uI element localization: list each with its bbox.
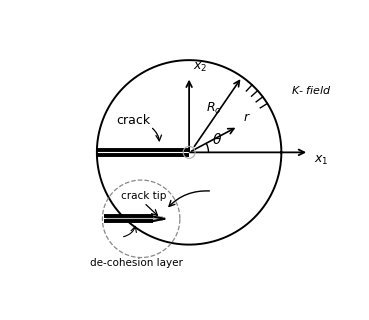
Text: $x_2$: $x_2$ bbox=[193, 61, 207, 74]
Text: crack: crack bbox=[117, 114, 151, 127]
Text: $R_o$: $R_o$ bbox=[206, 101, 221, 116]
Text: $x_1$: $x_1$ bbox=[314, 154, 328, 167]
Text: de-cohesion layer: de-cohesion layer bbox=[90, 258, 183, 268]
Text: $K$- field: $K$- field bbox=[291, 84, 331, 96]
Text: crack tip: crack tip bbox=[121, 191, 166, 201]
Bar bbox=[106, 217, 163, 221]
Text: $r$: $r$ bbox=[242, 111, 251, 124]
Text: $\theta$: $\theta$ bbox=[212, 132, 223, 147]
